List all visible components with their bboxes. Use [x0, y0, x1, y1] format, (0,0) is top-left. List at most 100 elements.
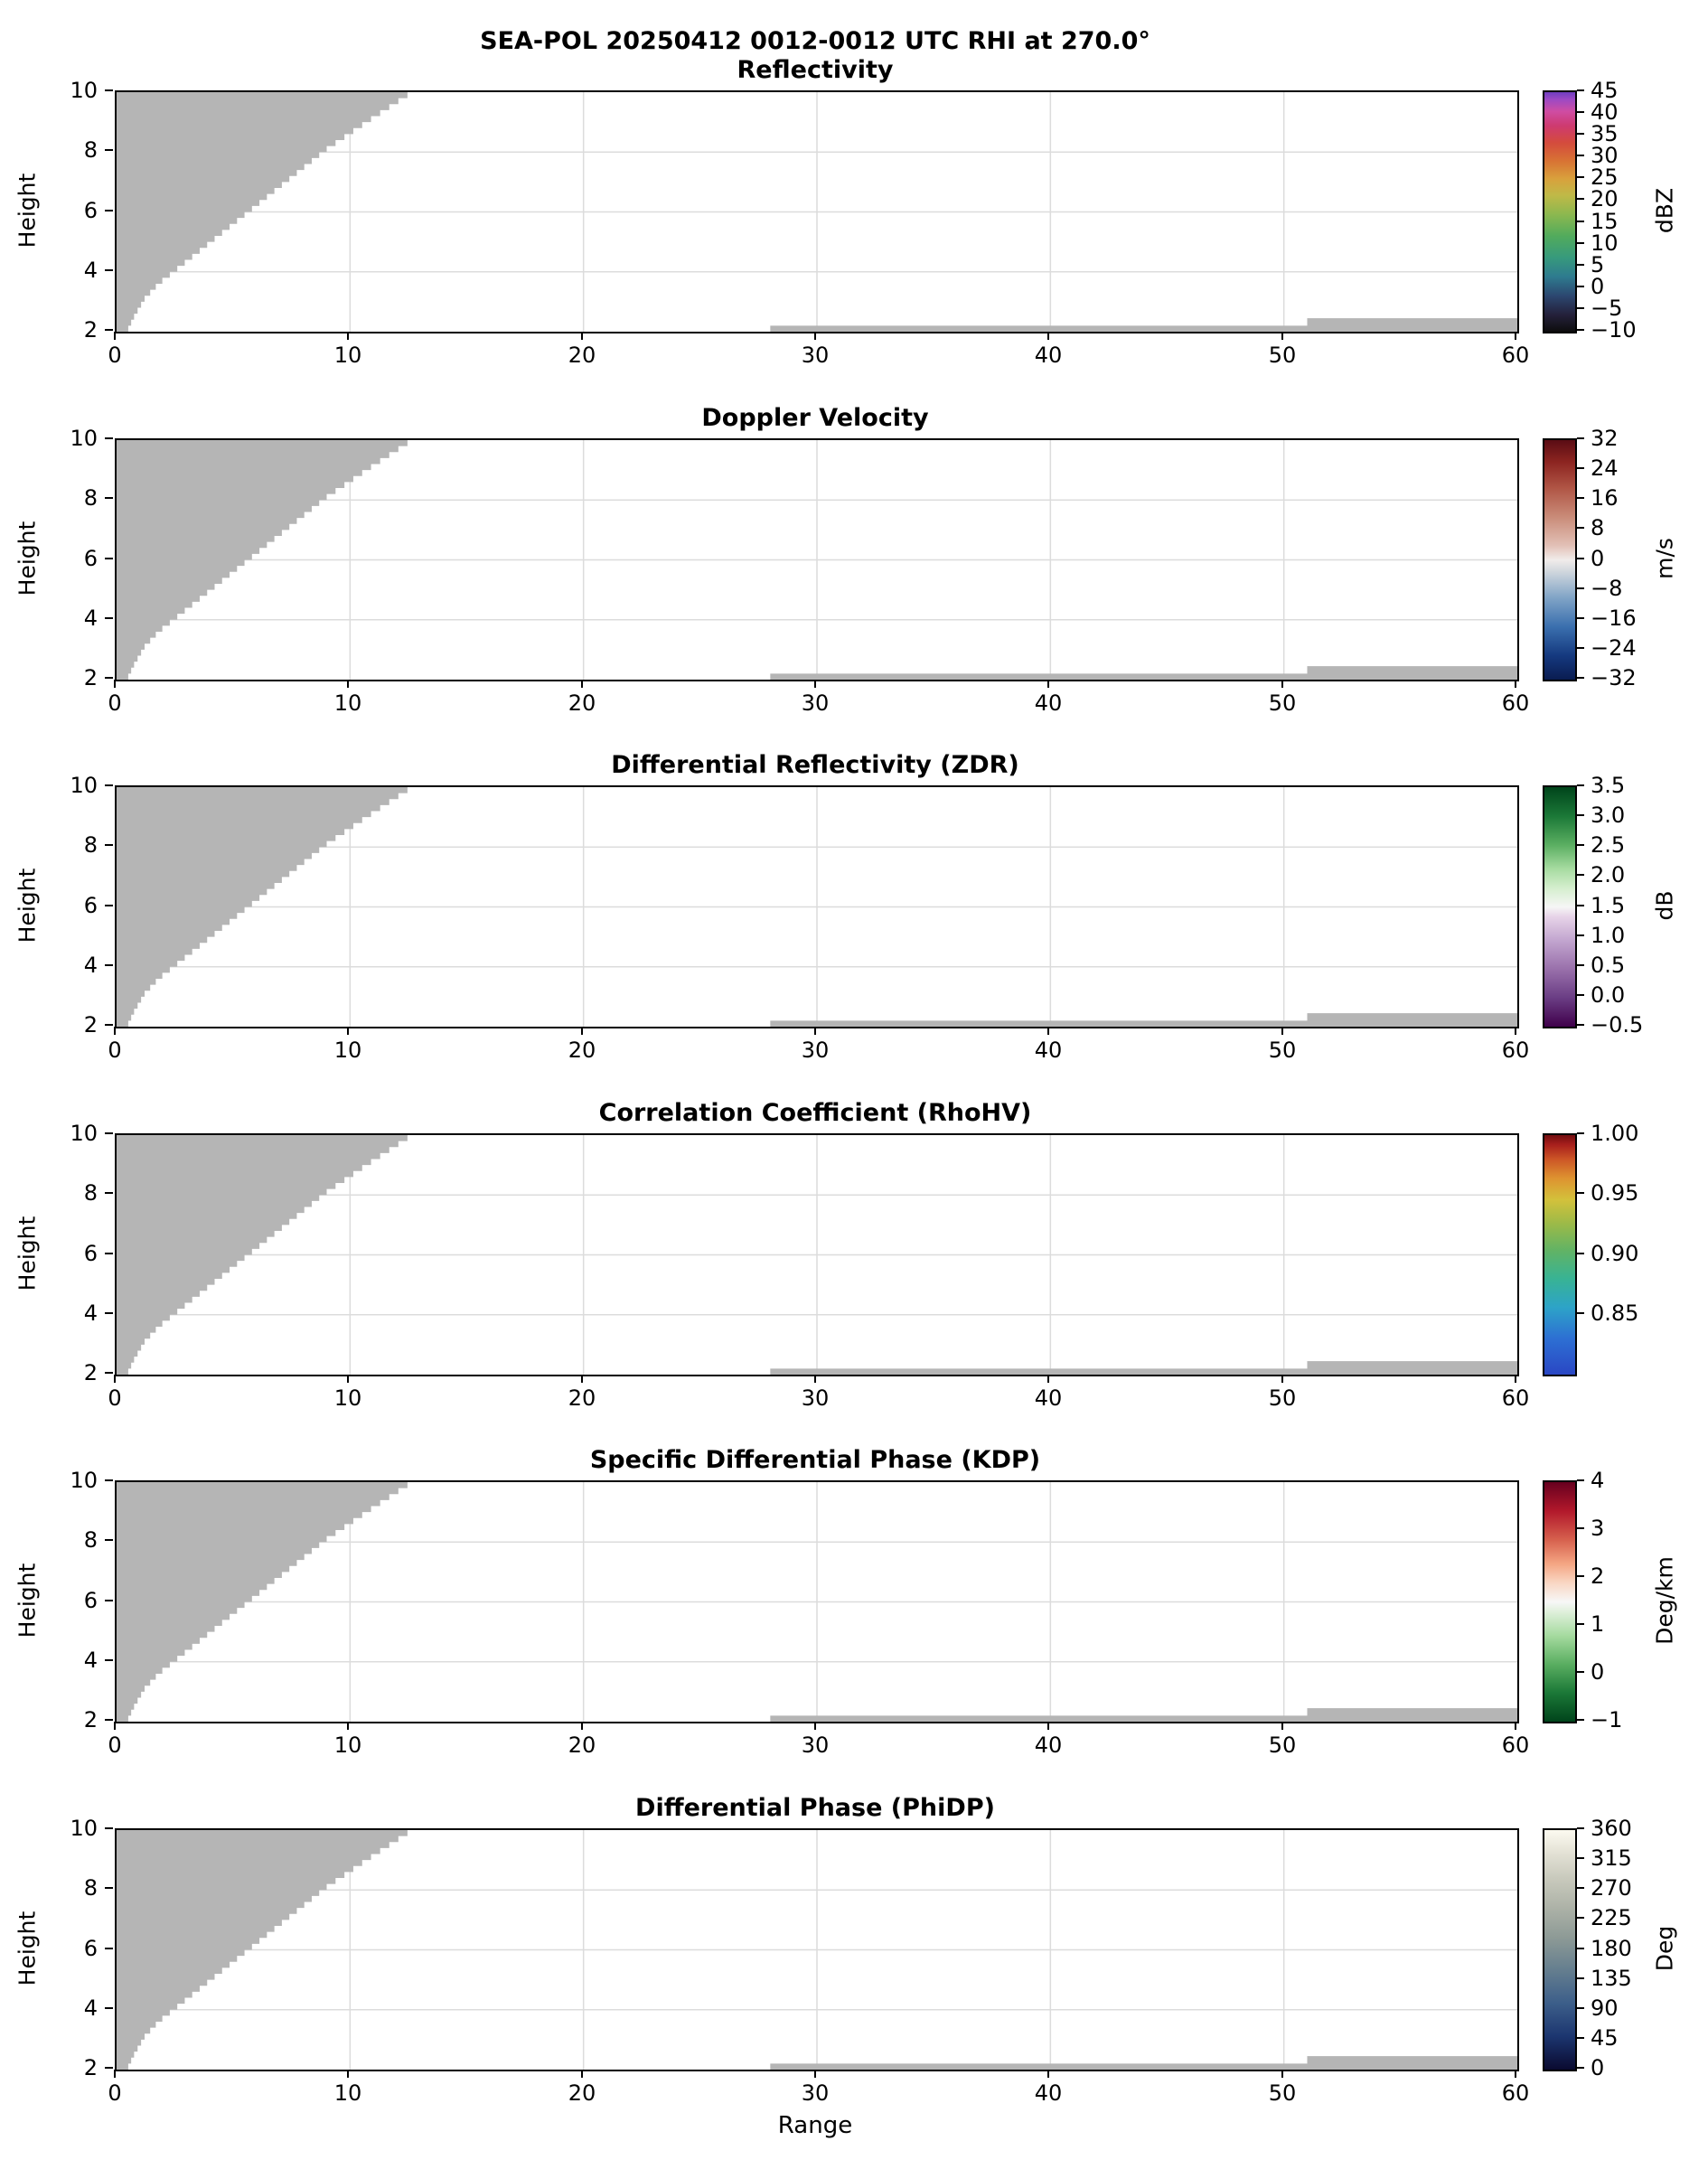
ground-clutter-strip — [770, 1715, 1308, 1722]
colorbar-tick-label: −10 — [1591, 317, 1637, 343]
colorbar-tick-label: 180 — [1591, 1936, 1632, 1961]
x-tick-label: 50 — [1268, 1732, 1297, 1758]
x-tick-label: 0 — [108, 2080, 122, 2106]
colorbar-tick — [1577, 1887, 1584, 1889]
y-tick — [105, 2067, 113, 2069]
colorbar-tick — [1577, 1192, 1584, 1194]
x-tick-label: 30 — [801, 1038, 830, 1063]
y-tick — [105, 1479, 113, 1481]
panel-title: Reflectivity — [737, 56, 894, 84]
colorbar-tick-label: 15 — [1591, 209, 1619, 234]
x-tick — [347, 1722, 349, 1730]
no-data-wedge — [117, 1830, 417, 2070]
colorbar-tick-label: −0.5 — [1591, 1012, 1644, 1038]
x-tick — [1515, 332, 1516, 340]
y-tick-label: 8 — [83, 485, 98, 511]
ground-clutter-strip — [770, 1368, 1308, 1375]
x-tick — [581, 2070, 583, 2078]
y-tick-label: 10 — [70, 426, 98, 451]
ground-clutter-strip — [1307, 1013, 1517, 1027]
colorbar — [1543, 1828, 1577, 2071]
colorbar-tick — [1577, 844, 1584, 846]
colorbar-tick-label: 90 — [1591, 1995, 1619, 2021]
colorbar-tick-label: 30 — [1591, 143, 1619, 168]
colorbar-tick — [1577, 558, 1584, 559]
x-tick — [814, 1027, 816, 1035]
x-tick-label: 10 — [333, 1038, 362, 1063]
x-tick-label: 10 — [333, 1385, 362, 1411]
y-tick-label: 10 — [70, 1121, 98, 1146]
y-tick-label: 6 — [83, 1241, 98, 1266]
plot-area — [115, 1828, 1519, 2071]
y-tick — [105, 2007, 113, 2009]
y-tick — [105, 844, 113, 846]
colorbar-tick — [1577, 1623, 1584, 1625]
x-tick — [581, 1375, 583, 1383]
ground-clutter-strip — [1307, 2056, 1517, 2070]
x-tick — [1047, 680, 1049, 688]
rhi-data-svg — [117, 440, 1517, 680]
x-tick-label: 50 — [1268, 343, 1297, 368]
colorbar-tick — [1577, 2037, 1584, 2039]
x-tick-label: 60 — [1501, 1038, 1530, 1063]
y-tick — [105, 558, 113, 559]
colorbar-tick — [1577, 1575, 1584, 1577]
y-tick — [105, 1948, 113, 1949]
colorbar-tick-label: 2.0 — [1591, 862, 1626, 887]
y-tick-label: 6 — [83, 1936, 98, 1961]
colorbar — [1543, 785, 1577, 1028]
colorbar-tick-label: 40 — [1591, 99, 1619, 125]
colorbar-tick-label: 315 — [1591, 1845, 1632, 1871]
ground-clutter-strip — [1307, 1708, 1517, 1722]
x-tick — [814, 680, 816, 688]
y-tick-label: 8 — [83, 832, 98, 858]
y-tick — [105, 1372, 113, 1374]
y-tick-label: 10 — [70, 1816, 98, 1841]
colorbar-tick — [1577, 1671, 1584, 1673]
colorbar-tick-label: 0.90 — [1591, 1241, 1639, 1266]
colorbar-tick-label: 0 — [1591, 1659, 1605, 1685]
rhi-data-svg — [117, 1830, 1517, 2070]
colorbar-tick-label: 270 — [1591, 1875, 1632, 1901]
x-tick-label: 60 — [1501, 2080, 1530, 2106]
y-tick-label: 6 — [83, 546, 98, 571]
plot-area — [115, 438, 1519, 681]
x-tick-label: 60 — [1501, 343, 1530, 368]
y-tick-label: 4 — [83, 1300, 98, 1326]
x-tick-label: 10 — [333, 2080, 362, 2106]
y-tick — [105, 1719, 113, 1721]
y-tick-label: 2 — [83, 317, 98, 343]
y-tick — [105, 497, 113, 499]
colorbar-tick-label: 1 — [1591, 1611, 1605, 1637]
ground-clutter-strip — [770, 673, 1308, 680]
x-tick — [1281, 1722, 1283, 1730]
x-tick — [1515, 1375, 1516, 1383]
x-tick-label: 10 — [333, 343, 362, 368]
x-tick-label: 20 — [568, 343, 596, 368]
x-tick — [581, 1027, 583, 1035]
colorbar-tick — [1577, 994, 1584, 996]
x-tick-label: 40 — [1034, 1732, 1063, 1758]
y-tick-label: 6 — [83, 198, 98, 223]
x-tick — [114, 1375, 116, 1383]
colorbar-tick-label: 1.0 — [1591, 923, 1626, 948]
x-tick — [814, 332, 816, 340]
x-tick — [1515, 2070, 1516, 2078]
y-tick — [105, 905, 113, 906]
colorbar — [1543, 1480, 1577, 1723]
ground-clutter-strip — [770, 2063, 1308, 2070]
colorbar-tick — [1577, 1857, 1584, 1859]
y-tick — [105, 269, 113, 271]
colorbar-tick — [1577, 1024, 1584, 1026]
colorbar-tick — [1577, 111, 1584, 113]
x-tick-label: 30 — [801, 1732, 830, 1758]
colorbar-tick — [1577, 874, 1584, 876]
x-tick-label: 30 — [801, 1385, 830, 1411]
y-tick-label: 8 — [83, 137, 98, 163]
colorbar-tick — [1577, 934, 1584, 936]
x-tick — [1515, 1722, 1516, 1730]
colorbar-tick — [1577, 2007, 1584, 2009]
x-tick-label: 50 — [1268, 1038, 1297, 1063]
colorbar-tick — [1577, 1253, 1584, 1254]
y-tick-label: 6 — [83, 1588, 98, 1613]
